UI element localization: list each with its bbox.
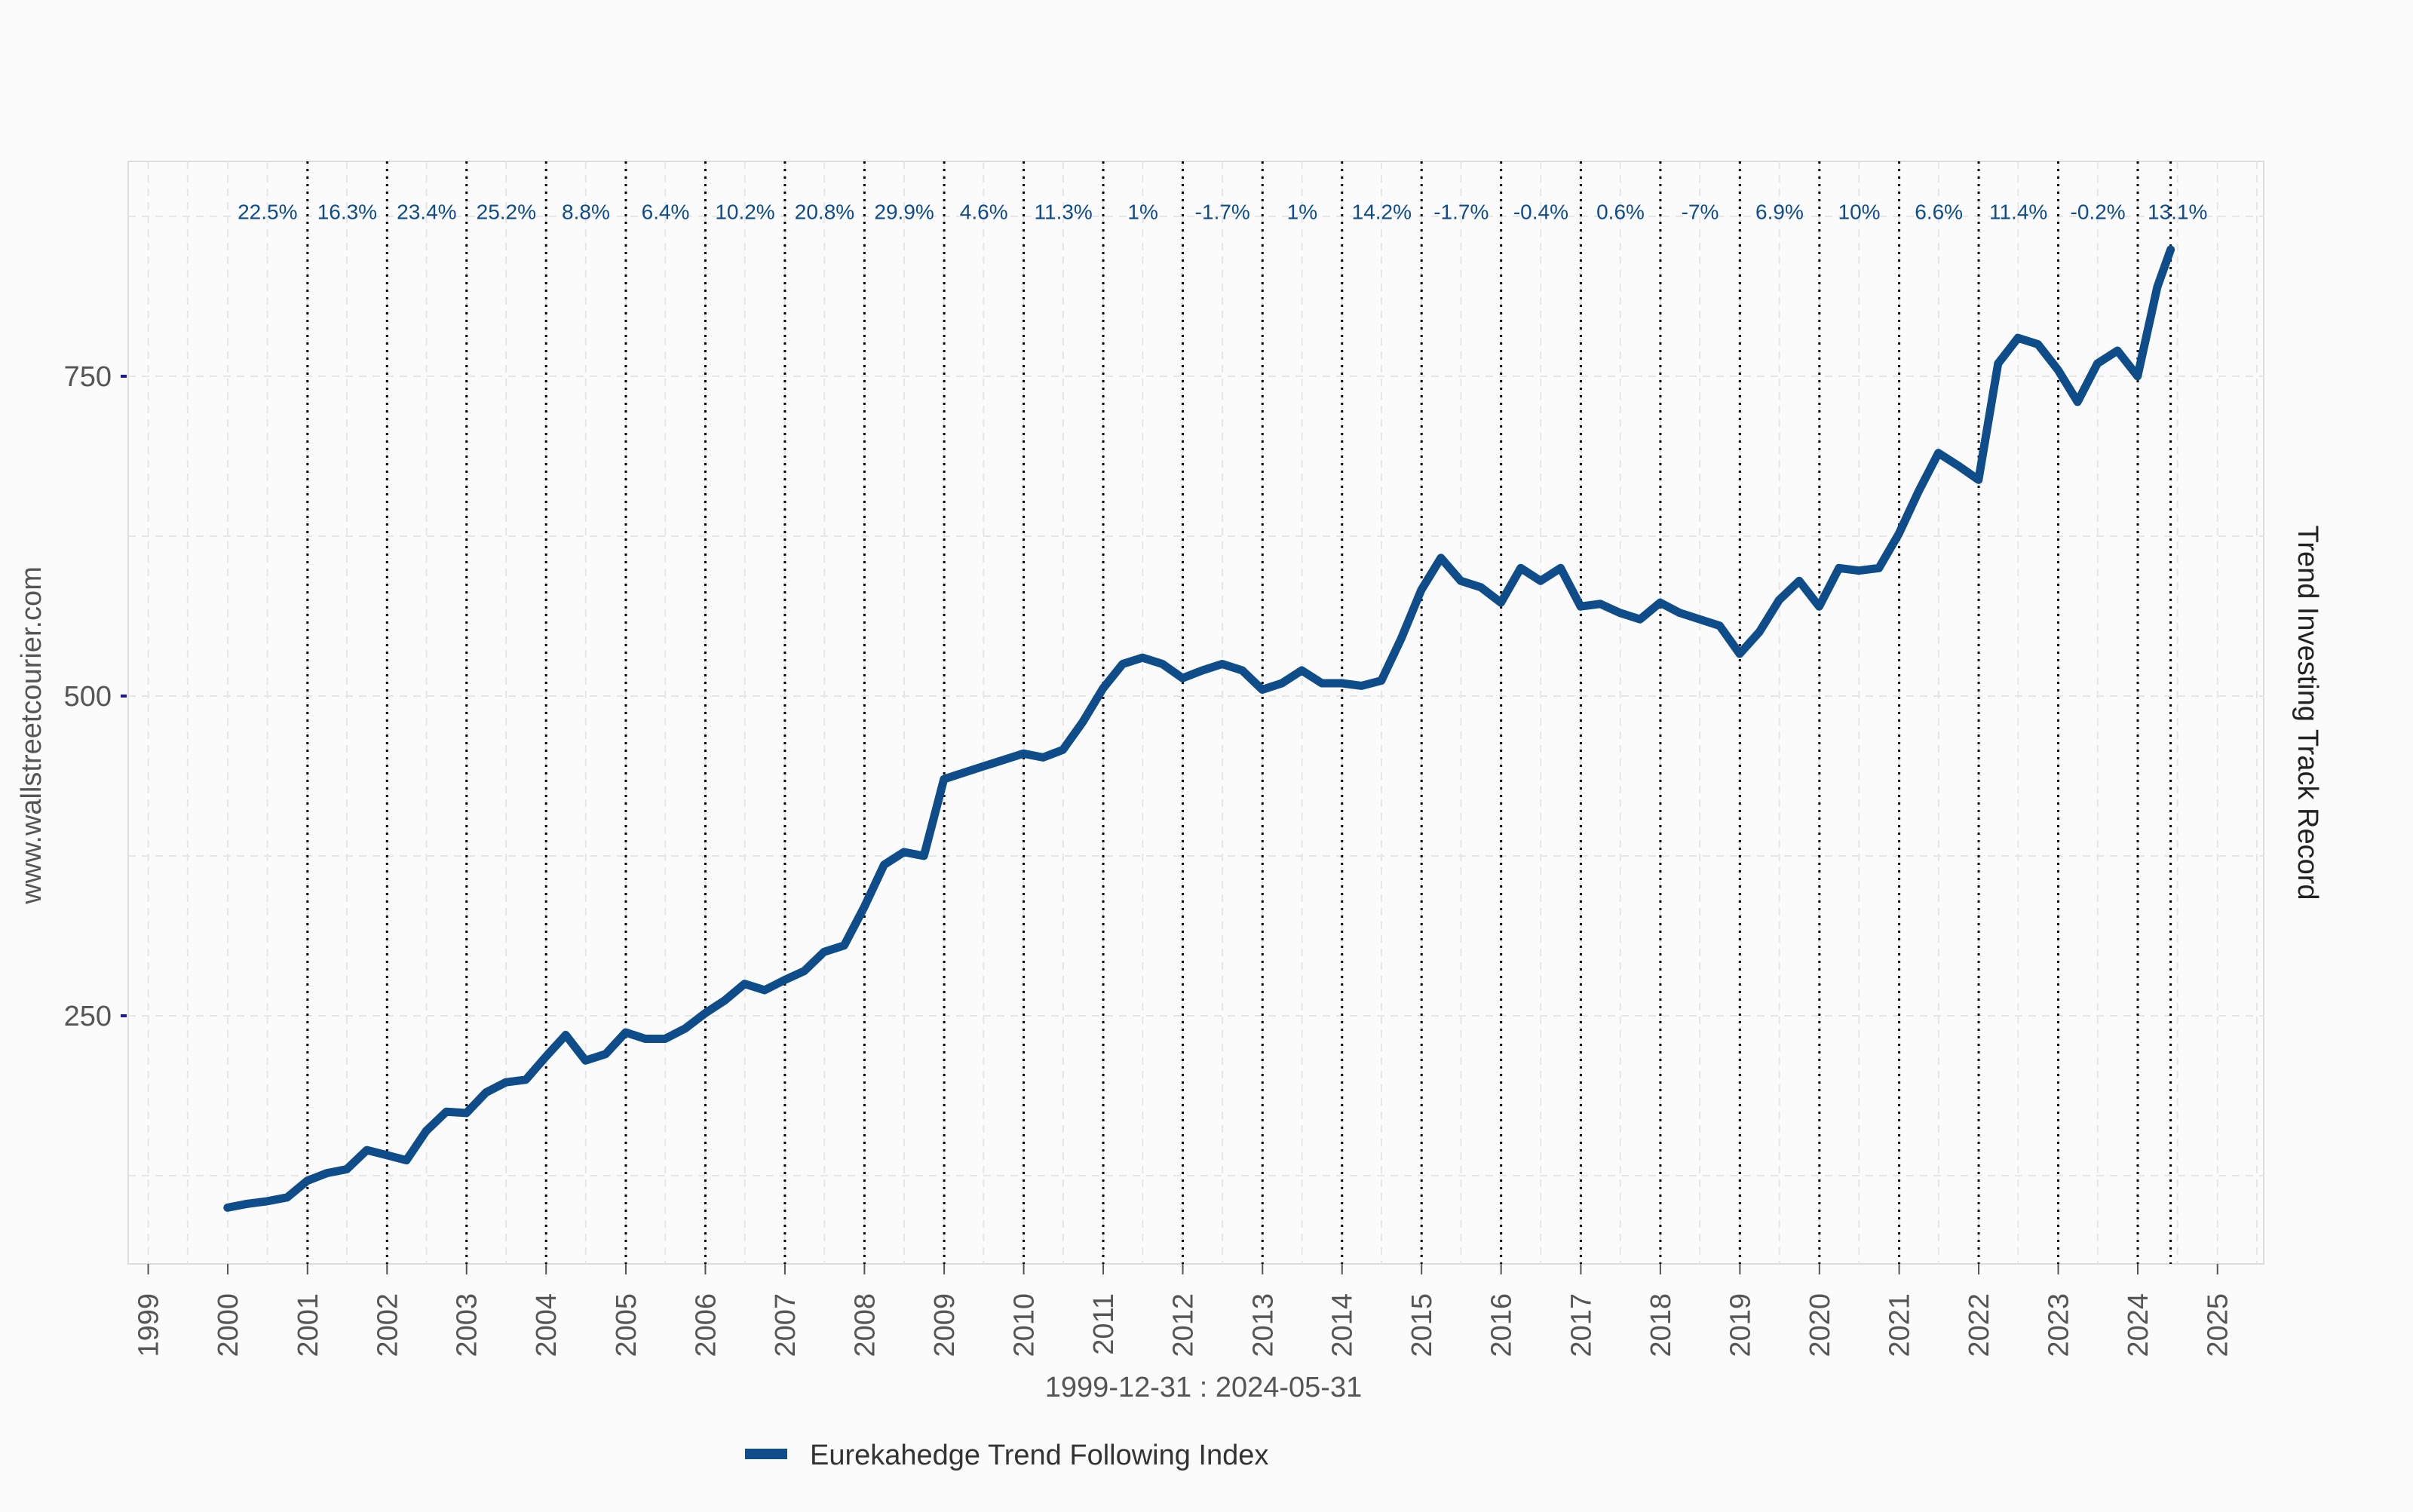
x-tick-label: 2024 [2123,1293,2154,1357]
x-tick-label: 2002 [372,1293,403,1357]
x-tick-label: 2021 [1884,1293,1916,1357]
plot-area [127,161,2264,1265]
annual-return-label: -1.7% [1433,200,1489,223]
annual-return-label: 13.1% [2148,200,2207,223]
annual-return-label: -1.7% [1195,200,1250,223]
annual-return-label: 10.2% [715,200,774,223]
x-tick-label: 2006 [690,1293,722,1357]
x-tick-label: 2005 [611,1293,642,1357]
annual-return-label: 16.3% [317,200,377,223]
x-tick-label: 2025 [2203,1293,2234,1357]
x-tick-label: 2015 [1406,1293,1438,1357]
x-tick-label: 2016 [1486,1293,1518,1357]
x-tick-label: 2004 [531,1293,563,1357]
x-tick-label: 2014 [1327,1293,1359,1357]
annual-return-label: 20.8% [795,200,854,223]
series-line-trend-following-index [223,245,2175,1212]
x-tick-label: 1999 [133,1293,165,1357]
annual-return-label: 1% [1127,200,1157,223]
x-tick-label: 2009 [929,1293,961,1357]
annual-return-label: -0.2% [2071,200,2126,223]
annual-return-label: 25.2% [477,200,536,223]
y-axis-title-right: Trend Investing Track Record [2292,525,2323,900]
annual-return-label: 6.6% [1915,200,1963,223]
legend-label: Eurekahedge Trend Following Index [810,1440,1268,1471]
x-tick-label: 2007 [770,1293,802,1357]
y-axis-title-left: www.wallstreetcourier.com [16,566,48,905]
x-tick-label: 2001 [293,1293,324,1357]
x-tick-label: 2017 [1565,1293,1597,1357]
x-tick-label: 2023 [2044,1293,2075,1357]
annual-return-label: 22.5% [238,200,297,223]
annual-return-label: 14.2% [1352,200,1412,223]
x-tick-label: 2022 [1964,1293,1995,1357]
annual-return-label: 1% [1287,200,1317,223]
x-axis-title: 1999-12-31 : 2024-05-31 [1045,1372,1362,1403]
y-tick-label: 500 [64,681,112,713]
x-tick-label: 2019 [1725,1293,1756,1357]
legend: Eurekahedge Trend Following Index [745,1440,1268,1471]
annual-return-label: 0.6% [1596,200,1645,223]
x-tick-label: 2011 [1088,1293,1120,1355]
annual-return-label: 6.4% [642,200,690,223]
annual-return-label: -0.4% [1513,200,1568,223]
annual-return-label: 8.8% [562,200,610,223]
annual-return-label: 4.6% [960,200,1008,223]
x-tick-label: 2012 [1168,1293,1200,1357]
x-tick-label: 2020 [1804,1293,1836,1357]
y-tick-label: 250 [64,1001,112,1032]
x-tick-label: 2018 [1645,1293,1677,1357]
annual-return-label: -7% [1682,200,1719,223]
annual-return-label: 23.4% [397,200,456,223]
annual-return-label: 29.9% [874,200,934,223]
x-tick-label: 2013 [1247,1293,1279,1357]
annual-return-label: 11.3% [1035,200,1093,223]
y-tick-label: 750 [64,361,112,393]
x-tick-label: 2000 [213,1293,244,1357]
annual-return-label: 6.9% [1755,200,1804,223]
annual-return-label: 10% [1838,200,1881,223]
x-tick-label: 2003 [452,1293,483,1357]
x-tick-label: 2008 [849,1293,881,1357]
x-tick-label: 2010 [1009,1293,1041,1357]
annual-return-label: 11.4% [1989,200,2047,223]
